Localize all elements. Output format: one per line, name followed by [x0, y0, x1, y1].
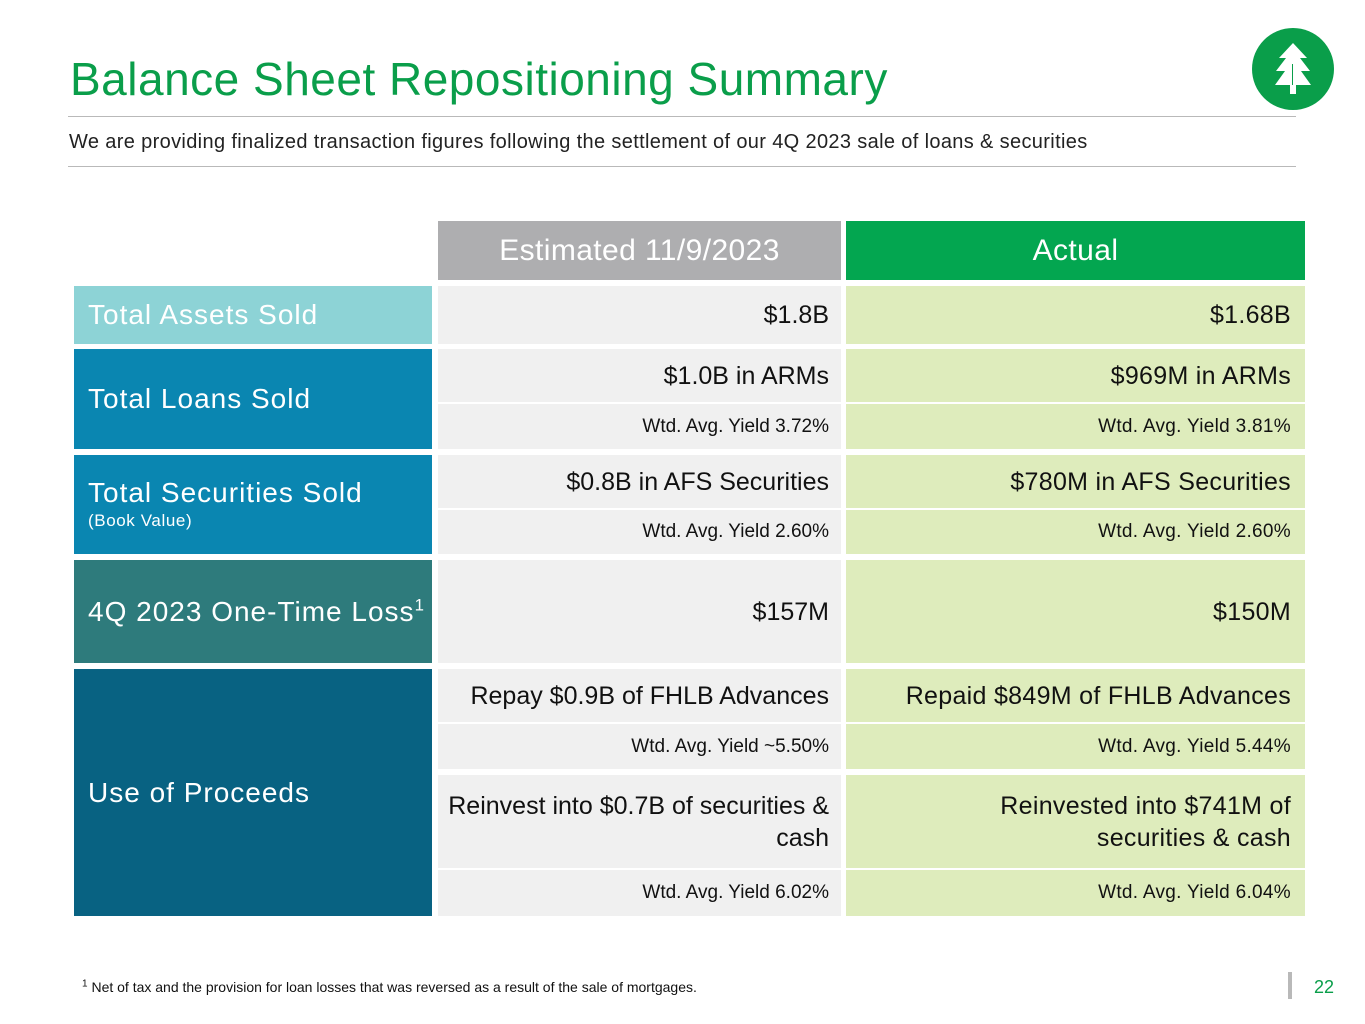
securities-actual-yield: Wtd. Avg. Yield 2.60%	[846, 510, 1305, 554]
proceeds-actual-repay-yield: Wtd. Avg. Yield 5.44%	[846, 724, 1305, 769]
securities-actual: $780M in AFS Securities	[846, 455, 1305, 508]
securities-estimated-yield: Wtd. Avg. Yield 2.60%	[438, 510, 841, 554]
column-header-estimated: Estimated 11/9/2023	[438, 221, 841, 280]
page-title: Balance Sheet Repositioning Summary	[70, 53, 888, 105]
row-label-loans: Total Loans Sold	[74, 349, 432, 449]
row-label-text: Total Loans Sold	[88, 383, 312, 414]
subtitle: We are providing finalized transaction f…	[69, 131, 1088, 153]
row-label-proceeds: Use of Proceeds	[74, 669, 432, 916]
loans-estimated: $1.0B in ARMs	[438, 349, 841, 402]
title-divider	[68, 116, 1296, 117]
row-label-text: 4Q 2023 One-Time Loss1	[88, 596, 432, 628]
logo	[1252, 28, 1334, 110]
proceeds-actual-reinvest-yield: Wtd. Avg. Yield 6.04%	[846, 870, 1305, 916]
row-label-securities: Total Securities Sold (Book Value)	[74, 455, 432, 554]
tree-icon	[1275, 43, 1311, 94]
row-label-text: Use of Proceeds	[88, 776, 310, 808]
proceeds-actual-repay: Repaid $849M of FHLB Advances	[846, 669, 1305, 722]
loans-estimated-yield: Wtd. Avg. Yield 3.72%	[438, 404, 841, 449]
loss-actual: $150M	[846, 560, 1305, 663]
proceeds-estimated-repay-yield: Wtd. Avg. Yield ~5.50%	[438, 724, 841, 769]
loans-actual: $969M in ARMs	[846, 349, 1305, 402]
row-label-text: Total Securities Sold	[88, 476, 363, 508]
assets-estimated: $1.8B	[438, 286, 841, 344]
footnote-number: 1	[82, 978, 88, 990]
loans-actual-yield: Wtd. Avg. Yield 3.81%	[846, 404, 1305, 449]
row-sublabel: (Book Value)	[88, 510, 193, 530]
footnote: 1 Net of tax and the provision for loan …	[82, 979, 697, 995]
loss-estimated: $157M	[438, 560, 841, 663]
proceeds-actual-reinvest: Reinvested into $741M of securities & ca…	[846, 775, 1305, 868]
row-label-loss: 4Q 2023 One-Time Loss1	[74, 560, 432, 663]
footnote-mark: 1	[414, 595, 425, 615]
proceeds-estimated-reinvest: Reinvest into $0.7B of securities & cash	[438, 775, 841, 868]
page-number-divider	[1288, 972, 1292, 999]
subtitle-divider	[68, 166, 1296, 167]
footnote-text: Net of tax and the provision for loan lo…	[91, 979, 697, 995]
loss-label: 4Q 2023 One-Time Loss	[88, 595, 415, 627]
securities-estimated: $0.8B in AFS Securities	[438, 455, 841, 508]
proceeds-estimated-reinvest-yield: Wtd. Avg. Yield 6.02%	[438, 870, 841, 916]
assets-actual: $1.68B	[846, 286, 1305, 344]
column-header-actual: Actual	[846, 221, 1305, 280]
row-label-assets: Total Assets Sold	[74, 286, 432, 344]
row-label-text: Total Assets Sold	[88, 299, 319, 330]
proceeds-estimated-repay: Repay $0.9B of FHLB Advances	[438, 669, 841, 722]
page-number: 22	[1313, 977, 1334, 997]
